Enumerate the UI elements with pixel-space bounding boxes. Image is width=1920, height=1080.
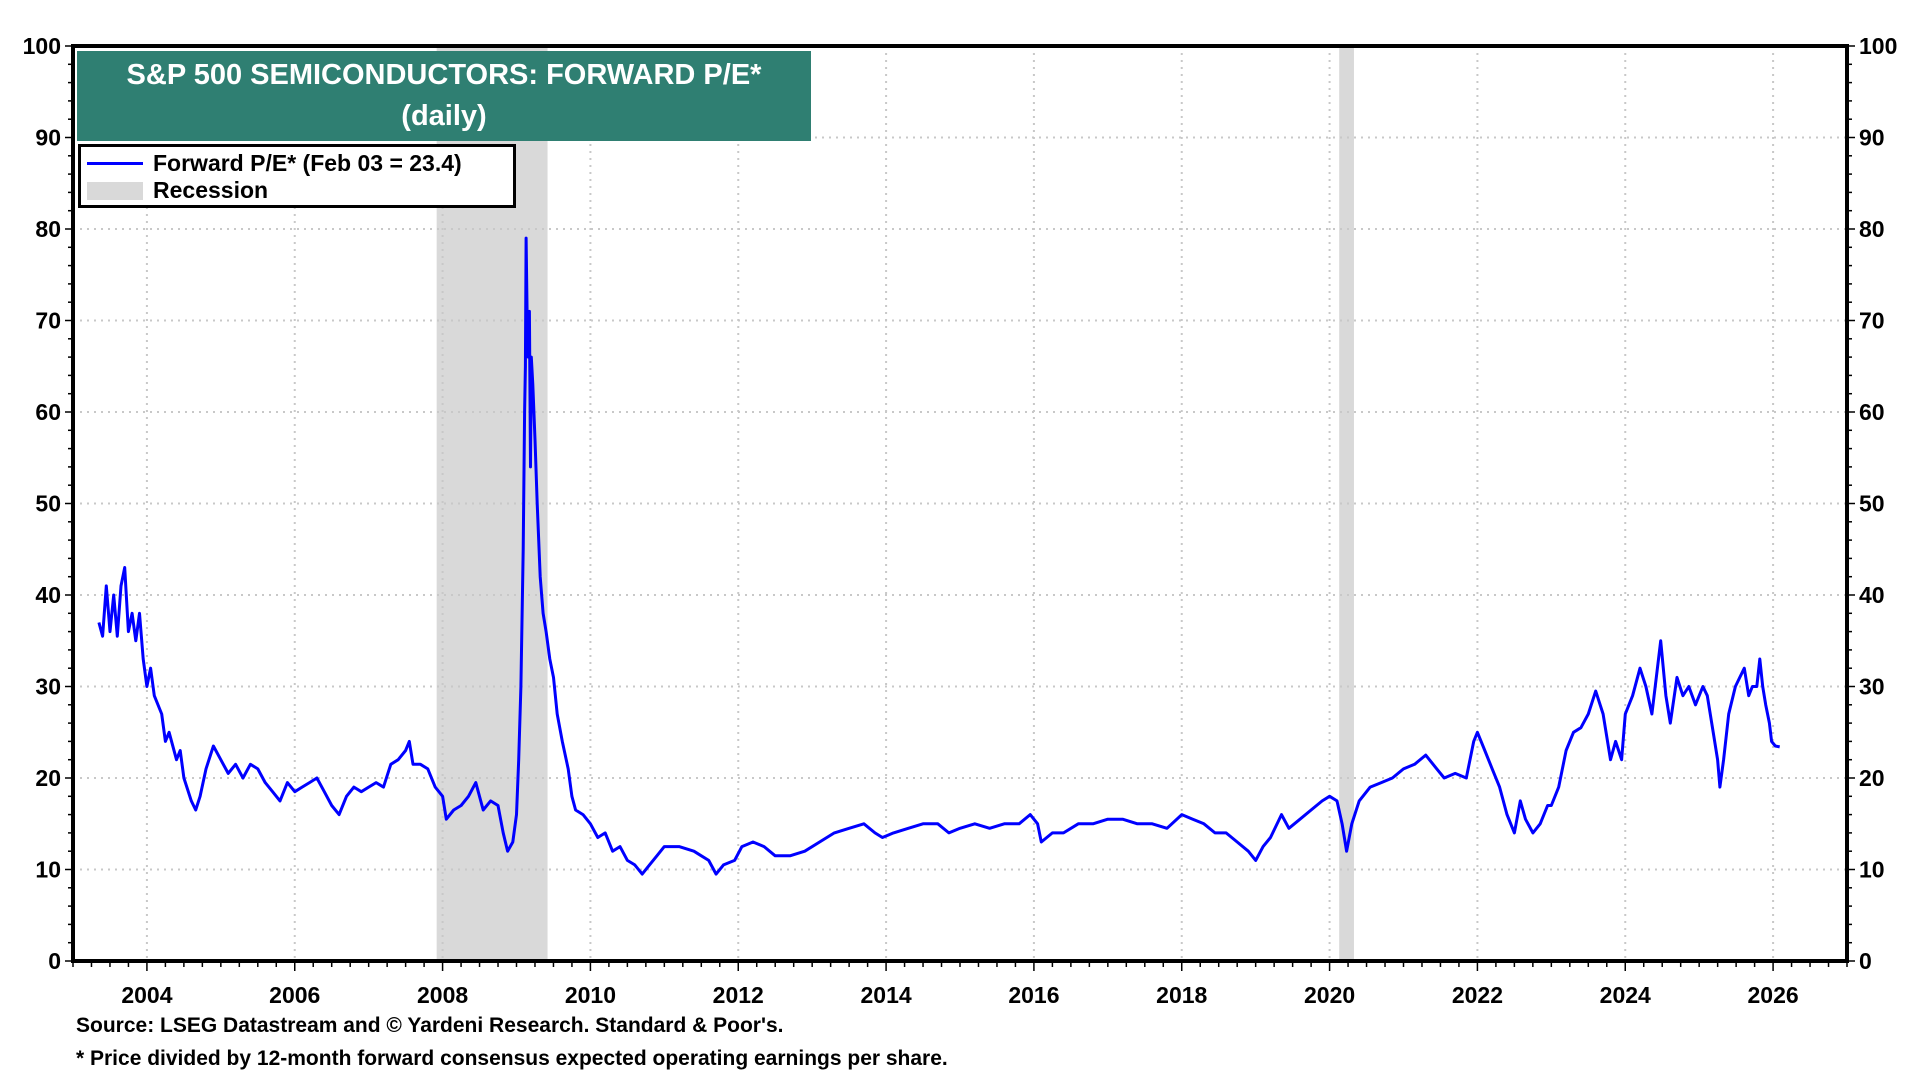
y-tick-label-left: 80	[35, 216, 61, 242]
x-tick-label: 2022	[1452, 982, 1503, 1008]
x-tick-label: 2006	[269, 982, 320, 1008]
x-tick-label: 2004	[121, 982, 172, 1008]
y-tick-label-right: 10	[1859, 857, 1885, 883]
y-tick-label-right: 70	[1859, 308, 1885, 334]
legend: Forward P/E* (Feb 03 = 23.4) Recession	[78, 144, 516, 208]
x-tick-label: 2018	[1156, 982, 1207, 1008]
legend-band-swatch	[87, 181, 143, 200]
legend-label-recession: Recession	[153, 177, 269, 203]
x-tick-label: 2010	[565, 982, 616, 1008]
y-tick-label-left: 100	[23, 33, 61, 59]
y-tick-label-right: 50	[1859, 491, 1885, 517]
chart-subtitle: (daily)	[401, 100, 487, 132]
footnote: * Price divided by 12-month forward cons…	[76, 1047, 948, 1070]
y-tick-label-right: 0	[1859, 948, 1872, 974]
x-tick-label: 2026	[1747, 982, 1798, 1008]
chart-title: S&P 500 SEMICONDUCTORS: FORWARD P/E*	[126, 59, 762, 91]
x-tick-label: 2014	[860, 982, 911, 1008]
chart-title-box: S&P 500 SEMICONDUCTORS: FORWARD P/E* (da…	[77, 51, 811, 141]
x-tick-label: 2016	[1008, 982, 1059, 1008]
legend-label-forward-pe: Forward P/E* (Feb 03 = 23.4)	[153, 150, 462, 176]
y-tick-label-right: 80	[1859, 216, 1885, 242]
y-tick-label-left: 0	[48, 948, 61, 974]
y-tick-label-right: 40	[1859, 582, 1885, 608]
x-tick-label: 2012	[713, 982, 764, 1008]
y-tick-label-right: 20	[1859, 765, 1885, 791]
y-tick-label-right: 30	[1859, 674, 1885, 700]
y-tick-label-left: 20	[35, 765, 61, 791]
y-tick-label-left: 90	[35, 125, 61, 151]
recession-band	[1339, 46, 1354, 961]
y-tick-label-left: 60	[35, 399, 61, 425]
y-tick-label-right: 100	[1859, 33, 1897, 59]
y-tick-label-right: 90	[1859, 125, 1885, 151]
y-tick-label-left: 50	[35, 491, 61, 517]
legend-item-recession: Recession	[87, 177, 268, 204]
series-line-forward-pe	[97, 236, 1781, 876]
y-tick-label-left: 40	[35, 582, 61, 608]
y-tick-label-left: 10	[35, 857, 61, 883]
x-tick-label: 2008	[417, 982, 468, 1008]
source-note: Source: LSEG Datastream and © Yardeni Re…	[76, 1014, 784, 1037]
x-tick-label: 2020	[1304, 982, 1355, 1008]
y-tick-label-left: 30	[35, 674, 61, 700]
legend-item-forward-pe: Forward P/E* (Feb 03 = 23.4)	[87, 150, 462, 177]
x-tick-label: 2024	[1600, 982, 1651, 1008]
y-tick-label-left: 70	[35, 308, 61, 334]
legend-line-swatch	[87, 162, 143, 165]
y-tick-label-right: 60	[1859, 399, 1885, 425]
plot-frame	[71, 44, 1849, 963]
